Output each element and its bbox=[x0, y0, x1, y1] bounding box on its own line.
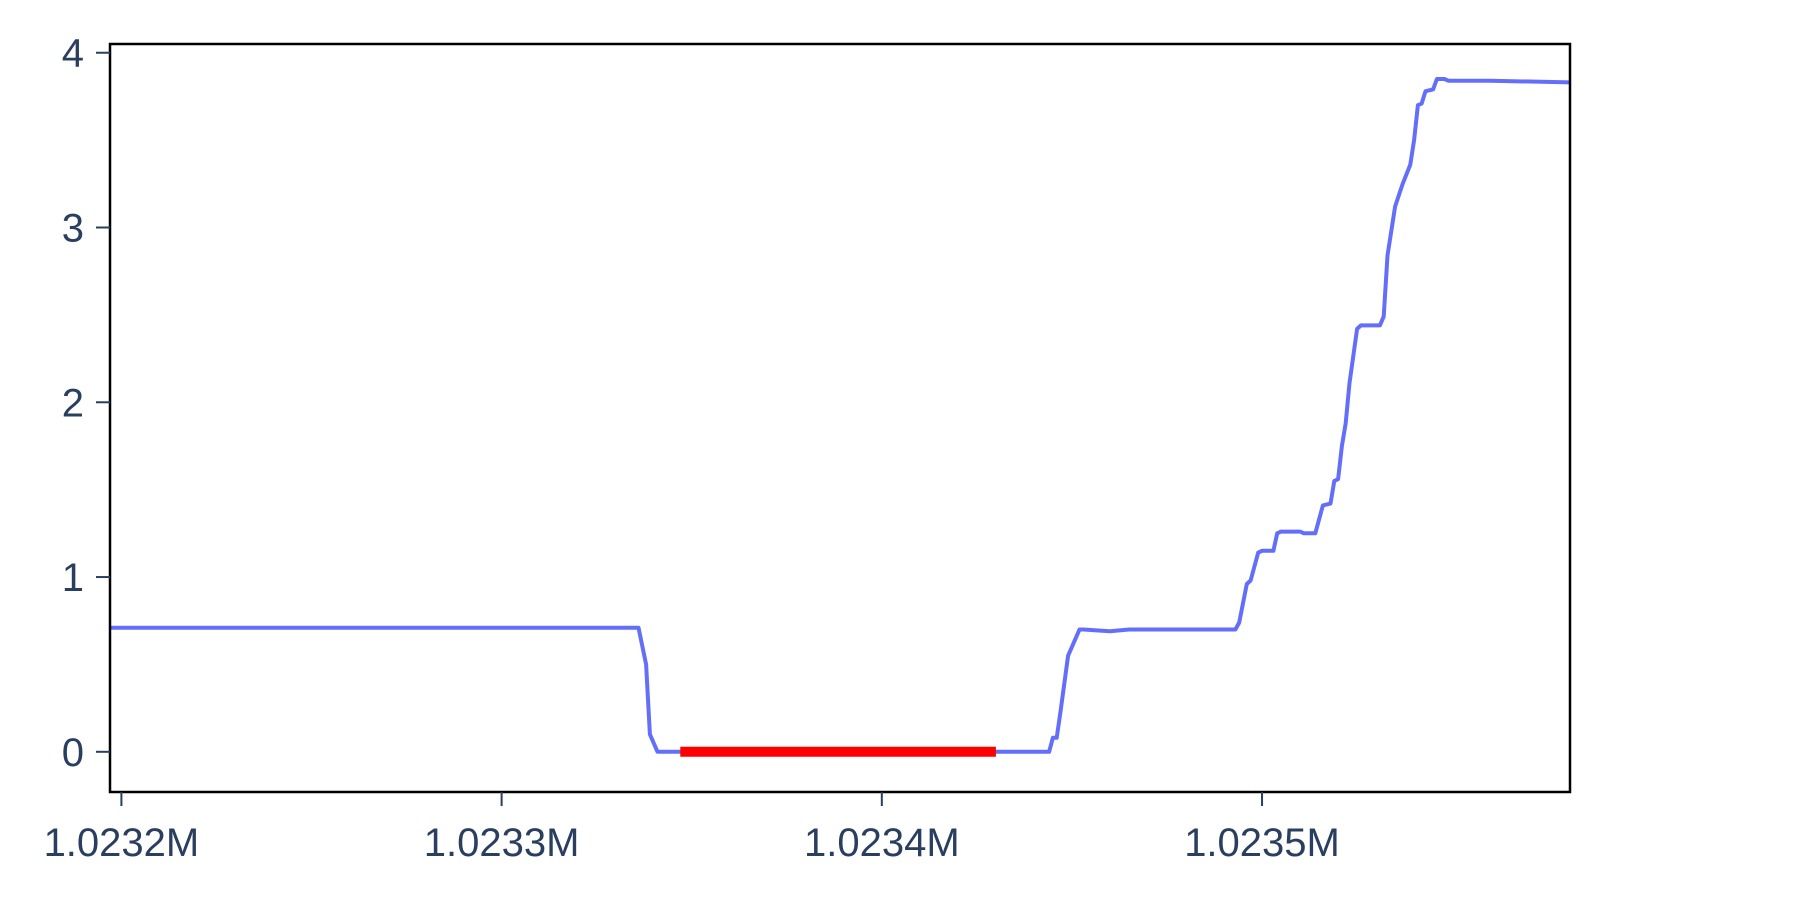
series-line bbox=[110, 77, 1571, 754]
x-axis: 1.0232M 1.0233M 1.0234M 1.0235M bbox=[44, 792, 1340, 865]
y-axis: 0 1 2 3 4 bbox=[62, 32, 110, 775]
plot-frame bbox=[108, 42, 1572, 794]
x-tick-label: 1.0234M bbox=[804, 821, 960, 865]
y-tick-label: 3 bbox=[62, 207, 84, 251]
x-tick-label: 1.0233M bbox=[424, 821, 580, 865]
x-tick-label: 1.0232M bbox=[44, 821, 200, 865]
x-tick-label: 1.0235M bbox=[1184, 821, 1340, 865]
y-tick-label: 4 bbox=[62, 32, 84, 76]
y-tick-label: 1 bbox=[62, 556, 84, 600]
chart-marks bbox=[110, 77, 1571, 757]
y-tick-label: 0 bbox=[62, 731, 84, 775]
y-tick-label: 2 bbox=[62, 381, 84, 425]
